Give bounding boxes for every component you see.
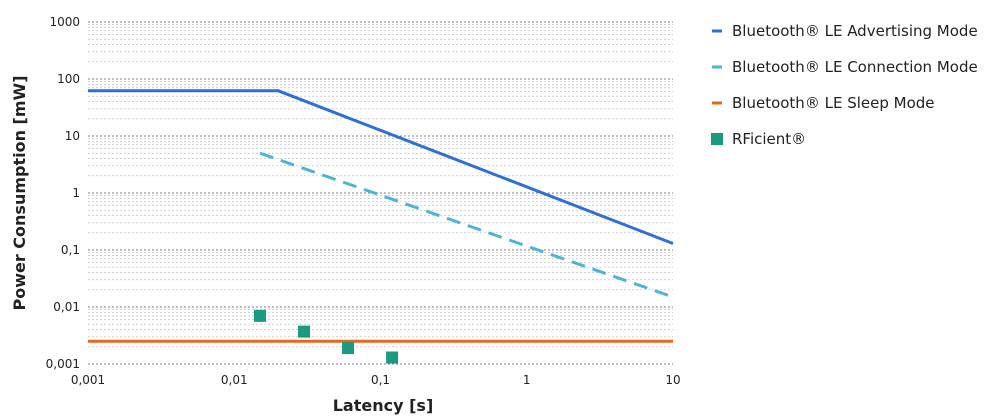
x-tick-label: 0,01	[221, 373, 248, 387]
grid	[88, 21, 673, 365]
y-tick-label: 1	[72, 186, 80, 200]
x-tick-label: 1	[523, 373, 531, 387]
scatter-point-3	[386, 351, 399, 364]
y-tick-label: 10	[65, 129, 80, 143]
series-line-0	[88, 89, 674, 245]
y-tick-label: 0,001	[46, 357, 80, 371]
y-tick-label: 0,01	[53, 300, 80, 314]
legend-label-2: Bluetooth® LE Sleep Mode	[732, 94, 935, 112]
series-line-1	[259, 151, 674, 299]
legend: Bluetooth® LE Advertising Mode Bluetooth®…	[711, 22, 978, 148]
scatter-point-1	[298, 325, 311, 338]
plot-area	[88, 89, 674, 364]
legend-label-3: RFicient®	[732, 130, 806, 148]
legend-label-0: Bluetooth® LE Advertising Mode	[732, 22, 978, 40]
y-axis-title: Power Consumption [mW]	[10, 75, 29, 310]
legend-label-1: Bluetooth® LE Connection Mode	[732, 58, 978, 76]
scatter-point-0	[254, 309, 267, 322]
legend-swatch-3	[711, 133, 723, 145]
y-tick-label: 0,1	[61, 243, 80, 257]
scatter-point-2	[342, 342, 355, 355]
x-tick-label: 10	[665, 373, 680, 387]
x-tick-label: 0,1	[371, 373, 390, 387]
axis-ticks: 0,001 0,01 0,1 1 10 100 1000 0,001 0,01 0,1 1 10	[46, 15, 681, 387]
x-tick-label: 0,001	[71, 373, 105, 387]
y-tick-label: 1000	[49, 15, 80, 29]
x-axis-title: Latency [s]	[333, 396, 434, 415]
y-tick-label: 100	[57, 72, 80, 86]
